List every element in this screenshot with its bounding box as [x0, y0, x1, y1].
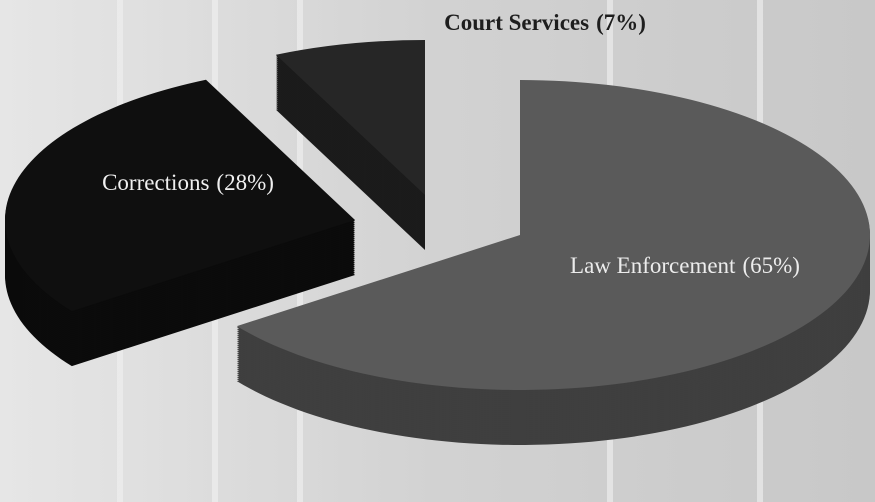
- labels: Law Enforcement (65%) Corrections (28%) Cour…: [102, 10, 800, 278]
- slice-label: Law Enforcement (65%): [570, 253, 800, 278]
- category-label: Law Enforcement: [570, 253, 736, 278]
- value-label: (7%): [596, 10, 646, 35]
- slice-label: Corrections (28%): [102, 170, 274, 195]
- slice-label: Court Services (7%): [444, 10, 646, 35]
- value-label: (65%): [742, 253, 799, 278]
- slice: [4, 79, 355, 312]
- category-label: Court Services: [444, 10, 589, 35]
- slice: [275, 40, 425, 195]
- slice: [236, 80, 871, 391]
- pie: [4, 40, 871, 445]
- category-label: Corrections: [102, 170, 209, 195]
- value-label: (28%): [216, 170, 273, 195]
